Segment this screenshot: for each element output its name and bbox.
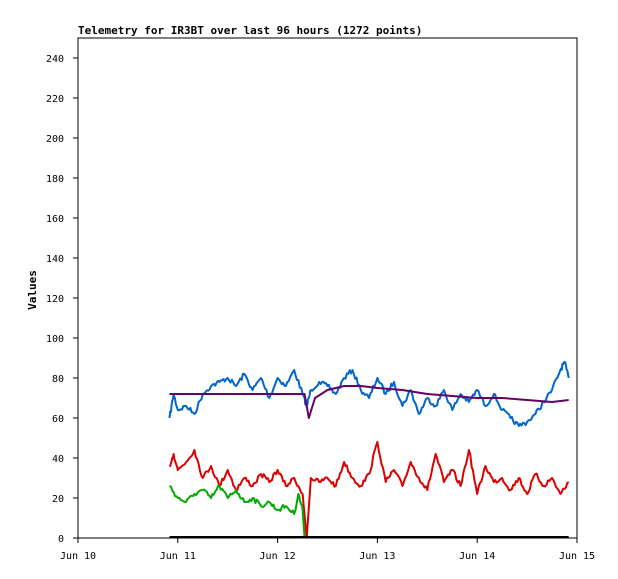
- x-tick-label: Jun 12: [260, 551, 296, 562]
- x-tick-label: Jun 14: [459, 551, 495, 562]
- y-tick-label: 100: [46, 334, 64, 345]
- y-tick-label: 120: [46, 294, 64, 305]
- y-axis: 0 20 40 60 80 100 120 140 160 180 200 220 240: [46, 54, 78, 545]
- y-axis-label: Values: [26, 270, 39, 310]
- y-tick-label: 40: [52, 454, 64, 465]
- x-tick-label: Jun 13: [359, 551, 395, 562]
- y-tick-label: 220: [46, 94, 64, 105]
- y-tick-label: 160: [46, 214, 64, 225]
- y-tick-label: 200: [46, 134, 64, 145]
- series-layer: [168, 361, 570, 539]
- y-tick-label: 140: [46, 254, 64, 265]
- series-line: [168, 361, 570, 427]
- x-tick-label: Jun 15: [559, 551, 595, 562]
- y-tick-label: 240: [46, 54, 64, 65]
- y-tick-label: 180: [46, 174, 64, 185]
- y-tick-label: 20: [52, 494, 64, 505]
- plot-frame: [77, 37, 578, 539]
- y-tick-label: 60: [52, 414, 64, 425]
- x-tick-label: Jun 10: [60, 551, 96, 562]
- series-line: [169, 385, 569, 419]
- chart-title: Telemetry for IR3BT over last 96 hours (…: [78, 24, 422, 37]
- x-tick-label: Jun 11: [160, 551, 196, 562]
- y-tick-label: 0: [58, 534, 64, 545]
- series-line: [169, 441, 570, 539]
- series-line: [169, 485, 306, 539]
- y-tick-label: 80: [52, 374, 64, 385]
- x-axis: Jun 10 Jun 11 Jun 12 Jun 13 Jun 14 Jun 15: [60, 538, 595, 562]
